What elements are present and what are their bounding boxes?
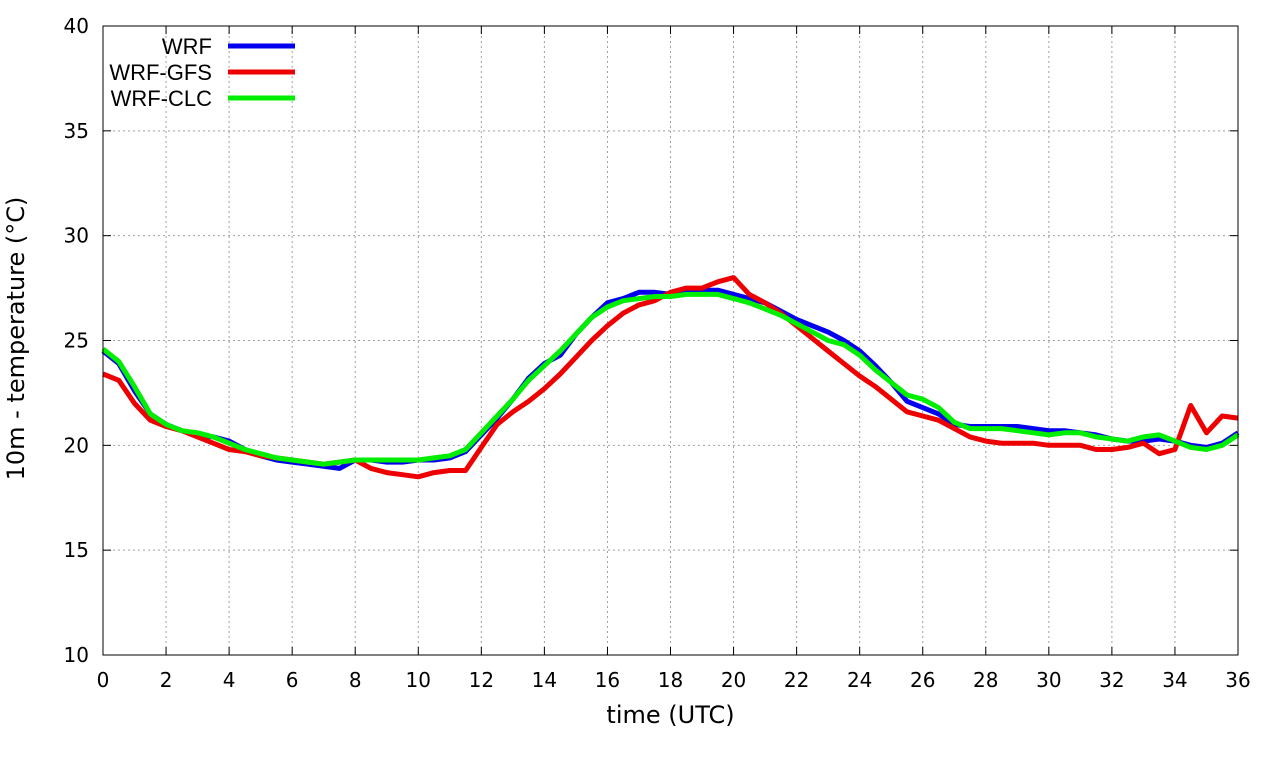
y-tick-label: 10 bbox=[64, 643, 89, 667]
y-axis-ticks: 10 15 20 25 30 35 40 bbox=[64, 14, 1238, 667]
x-tick-label: 12 bbox=[469, 668, 494, 692]
x-tick-label: 18 bbox=[658, 668, 683, 692]
legend-label-wrf-clc: WRF-CLC bbox=[111, 86, 213, 111]
x-axis-label: time (UTC) bbox=[606, 701, 734, 729]
x-tick-label: 36 bbox=[1225, 668, 1250, 692]
series-lines bbox=[101, 275, 1240, 480]
legend-label-wrf: WRF bbox=[162, 34, 212, 59]
legend-label-wrf-gfs: WRF-GFS bbox=[109, 60, 212, 85]
x-axis-ticks: 0 2 4 6 8 10 12 14 16 18 20 22 24 26 28 30 32 34 36 bbox=[97, 26, 1251, 692]
x-tick-label: 6 bbox=[286, 668, 299, 692]
x-tick-label: 32 bbox=[1099, 668, 1124, 692]
x-tick-label: 26 bbox=[910, 668, 935, 692]
y-axis-label: 10m - temperature (°C) bbox=[2, 197, 30, 481]
x-tick-label: 10 bbox=[406, 668, 431, 692]
y-tick-label: 15 bbox=[64, 538, 89, 562]
y-tick-label: 20 bbox=[64, 433, 89, 457]
x-tick-label: 30 bbox=[1036, 668, 1061, 692]
y-tick-label: 40 bbox=[64, 14, 89, 38]
x-tick-label: 0 bbox=[97, 668, 110, 692]
x-tick-label: 22 bbox=[784, 668, 809, 692]
x-tick-label: 34 bbox=[1162, 668, 1187, 692]
series-line-wrf-clc bbox=[101, 291, 1240, 467]
x-tick-label: 24 bbox=[847, 668, 872, 692]
x-tick-label: 8 bbox=[349, 668, 362, 692]
y-tick-label: 35 bbox=[64, 119, 89, 143]
x-tick-label: 4 bbox=[223, 668, 236, 692]
y-tick-label: 30 bbox=[64, 224, 89, 248]
x-tick-label: 28 bbox=[973, 668, 998, 692]
x-tick-label: 20 bbox=[721, 668, 746, 692]
y-tick-label: 25 bbox=[64, 329, 89, 353]
x-tick-label: 2 bbox=[160, 668, 173, 692]
plot-frame bbox=[102, 25, 1239, 656]
x-tick-label: 14 bbox=[532, 668, 557, 692]
x-tick-label: 16 bbox=[595, 668, 620, 692]
